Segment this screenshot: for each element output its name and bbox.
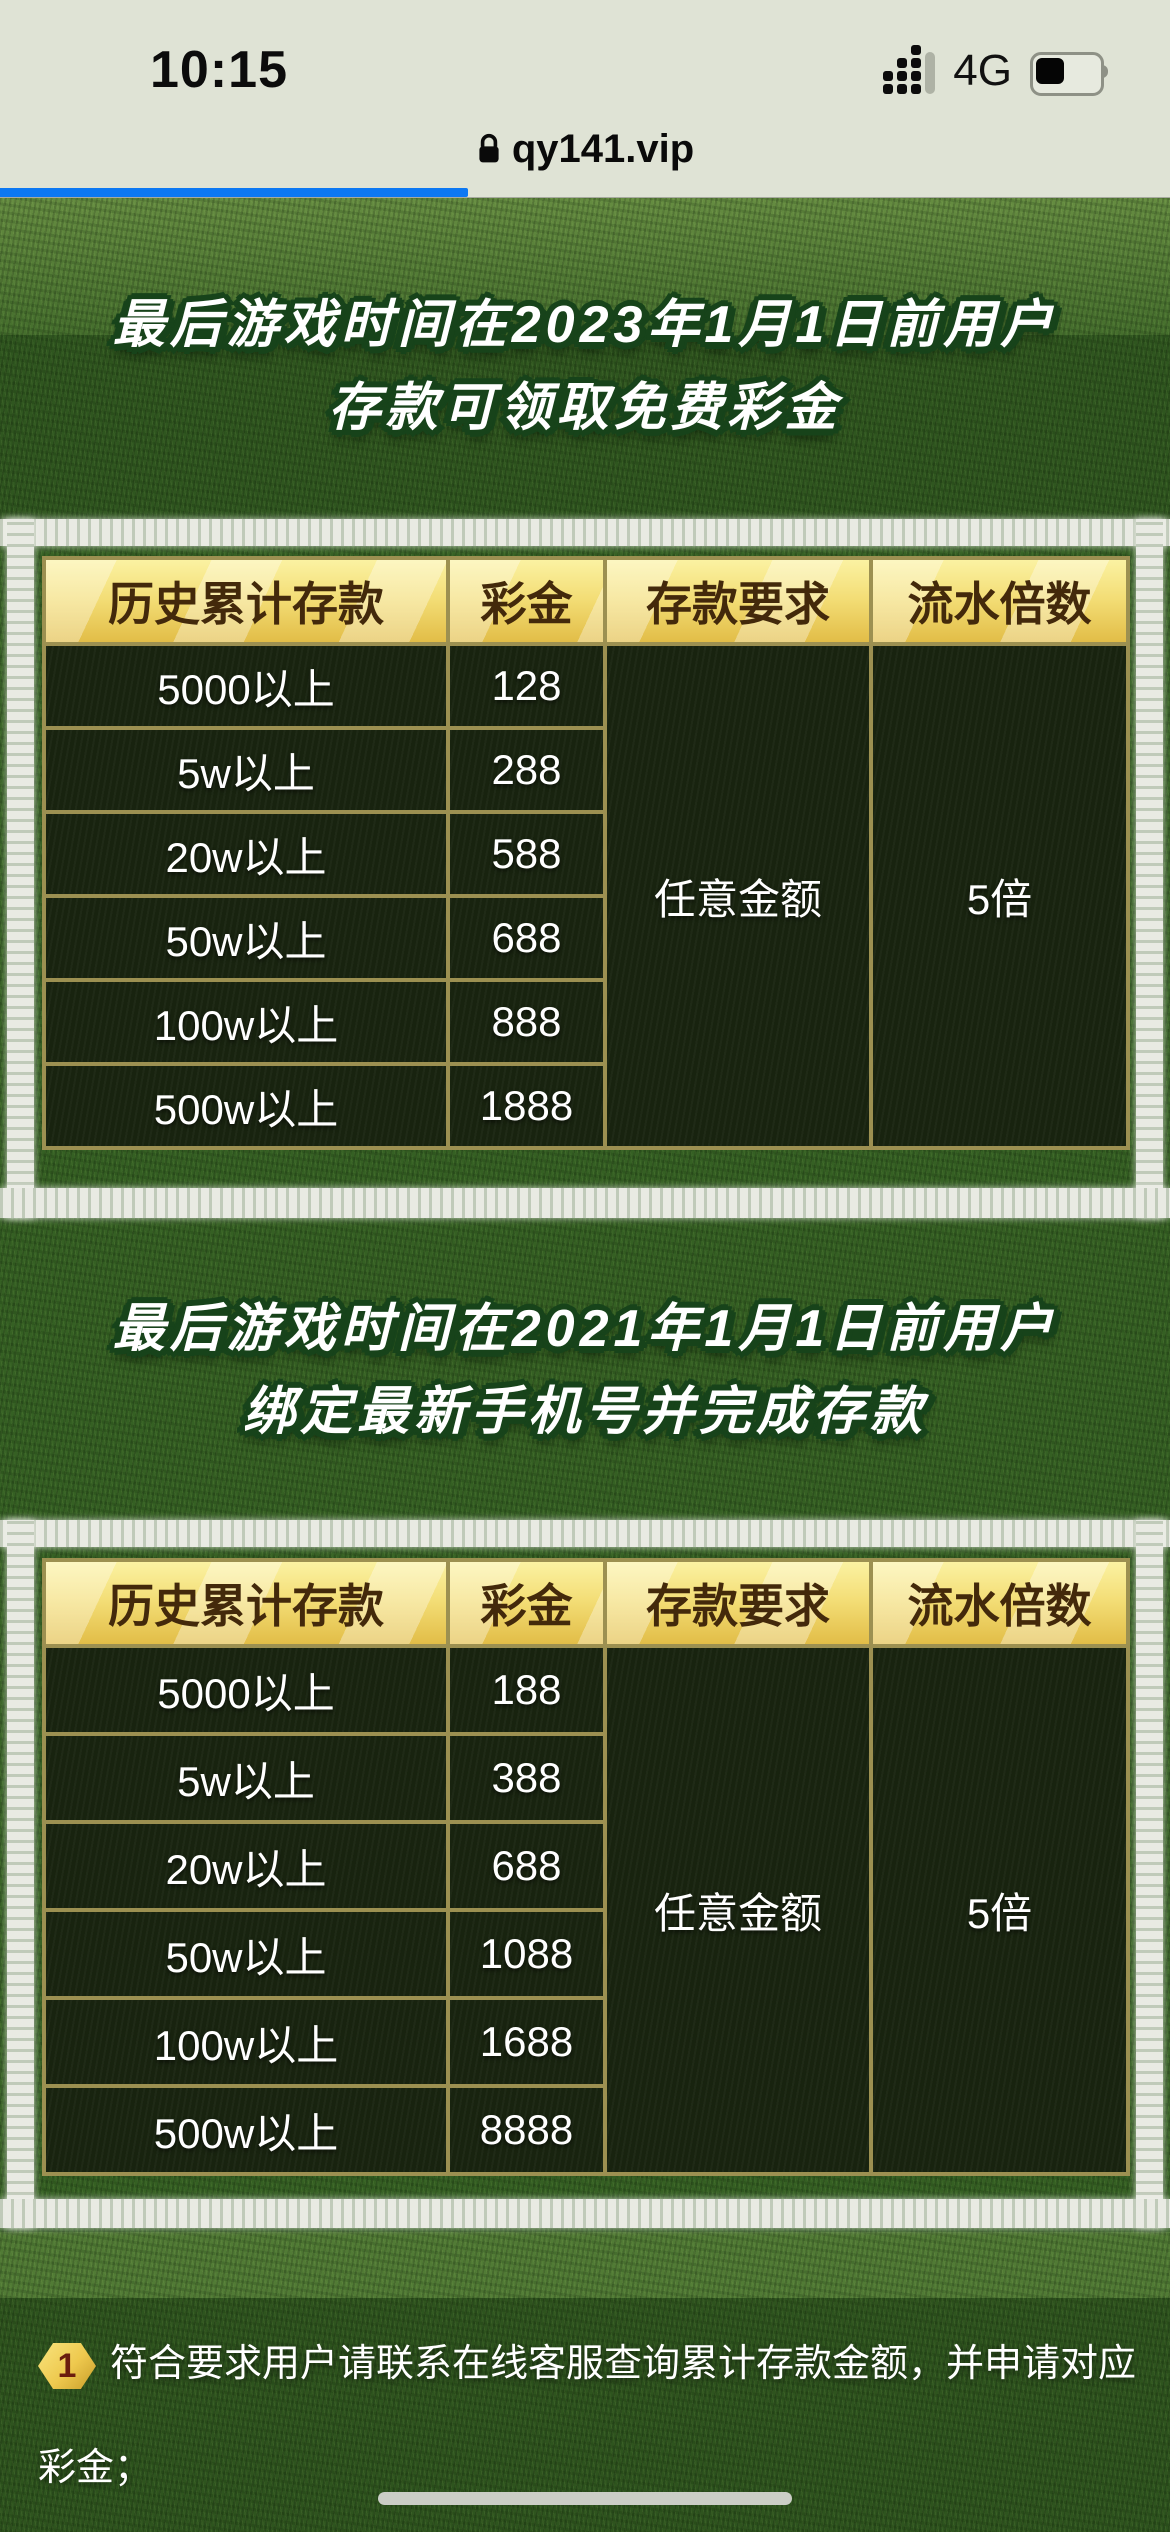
- chalk-line-bottom-2: [0, 2199, 1170, 2228]
- table-cell: 20w以上: [46, 814, 446, 894]
- table2-turnover-cell: 5倍: [873, 1648, 1126, 2172]
- battery-icon: [1030, 52, 1108, 96]
- banner2-line2: 绑定最新手机号并完成存款: [242, 1383, 927, 1441]
- chalk-line-top-2: [0, 1520, 1170, 1547]
- banner2-line1: 最后游戏时间在2021年1月1日前用户: [112, 1300, 1058, 1358]
- banner1-line2: 存款可领取免费彩金: [328, 379, 842, 437]
- header-turnover: 流水倍数: [873, 1562, 1126, 1644]
- table-cell: 128: [450, 646, 603, 726]
- table-cell: 100w以上: [46, 982, 446, 1062]
- page-load-progress-bar: [0, 188, 468, 197]
- table-cell: 50w以上: [46, 1912, 446, 1996]
- table-cell: 5w以上: [46, 1736, 446, 1820]
- url-text: qy141.vip: [511, 126, 695, 171]
- table-cell: 100w以上: [46, 2000, 446, 2084]
- bonus-table-2: 历史累计存款 彩金 存款要求 流水倍数 任意金额 5倍 5000以上 188 5…: [42, 1558, 1130, 2176]
- status-time: 10:15: [150, 41, 288, 99]
- safari-top-bar: 10:15 4G qy141.vip: [0, 0, 1170, 198]
- chalk-line-top-1: [0, 519, 1170, 546]
- table-cell: 500w以上: [46, 1066, 446, 1146]
- table-cell: 5w以上: [46, 730, 446, 810]
- footnote-text: 1 符合要求用户请联系在线客服查询累计存款金额，并申请对应彩金；: [38, 2312, 1138, 2520]
- network-type-label: 4G: [953, 46, 1012, 95]
- header-bonus: 彩金: [450, 560, 603, 642]
- bonus-table-1: 历史累计存款 彩金 存款要求 流水倍数 任意金额 5倍 5000以上 128 5…: [42, 556, 1130, 1150]
- footnote-body: 符合要求用户请联系在线客服查询累计存款金额，并申请对应彩金；: [38, 2343, 1137, 2489]
- chalk-line-bottom-1: [0, 1188, 1170, 1218]
- number-1-badge: 1: [38, 2342, 96, 2389]
- table-cell: 188: [450, 1648, 603, 1732]
- table-cell: 1688: [450, 2000, 603, 2084]
- table-cell: 20w以上: [46, 1824, 446, 1908]
- table-cell: 388: [450, 1736, 603, 1820]
- address-bar[interactable]: qy141.vip: [0, 118, 1170, 180]
- table1-requirement-cell: 任意金额: [607, 646, 869, 1146]
- table-cell: 588: [450, 814, 603, 894]
- cellular-signal-icon: [883, 45, 936, 94]
- table-cell: 688: [450, 898, 603, 978]
- table2-requirement-cell: 任意金额: [607, 1648, 869, 2172]
- header-deposit: 历史累计存款: [46, 1562, 446, 1644]
- promo-banner-1: 最后游戏时间在2023年1月1日前用户 存款可领取免费彩金: [0, 284, 1170, 450]
- header-requirement: 存款要求: [607, 560, 869, 642]
- table-cell: 688: [450, 1824, 603, 1908]
- table-cell: 1888: [450, 1066, 603, 1146]
- table-cell: 888: [450, 982, 603, 1062]
- header-turnover: 流水倍数: [873, 560, 1126, 642]
- promo-banner-2: 最后游戏时间在2021年1月1日前用户 绑定最新手机号并完成存款: [0, 1288, 1170, 1454]
- table-cell: 50w以上: [46, 898, 446, 978]
- lock-icon: [479, 133, 499, 163]
- chalk-line-right-2: [1136, 1520, 1163, 2228]
- table-cell: 8888: [450, 2088, 603, 2172]
- banner1-line1: 最后游戏时间在2023年1月1日前用户: [112, 296, 1058, 354]
- chalk-line-left-2: [7, 1520, 34, 2228]
- header-bonus: 彩金: [450, 1562, 603, 1644]
- chalk-line-right-1: [1136, 519, 1163, 1218]
- table-cell: 5000以上: [46, 1648, 446, 1732]
- promo-page: 最后游戏时间在2023年1月1日前用户 存款可领取免费彩金 历史累计存款 彩金 …: [0, 197, 1170, 2532]
- grass-light-band-bottom: [0, 2232, 1170, 2298]
- header-requirement: 存款要求: [607, 1562, 869, 1644]
- table-cell: 5000以上: [46, 646, 446, 726]
- table-cell: 1088: [450, 1912, 603, 1996]
- chalk-line-left-1: [7, 519, 34, 1218]
- table-cell: 500w以上: [46, 2088, 446, 2172]
- table1-turnover-cell: 5倍: [873, 646, 1126, 1146]
- table-cell: 288: [450, 730, 603, 810]
- header-deposit: 历史累计存款: [46, 560, 446, 642]
- status-icons: 4G: [883, 45, 1108, 96]
- home-indicator[interactable]: [378, 2492, 792, 2505]
